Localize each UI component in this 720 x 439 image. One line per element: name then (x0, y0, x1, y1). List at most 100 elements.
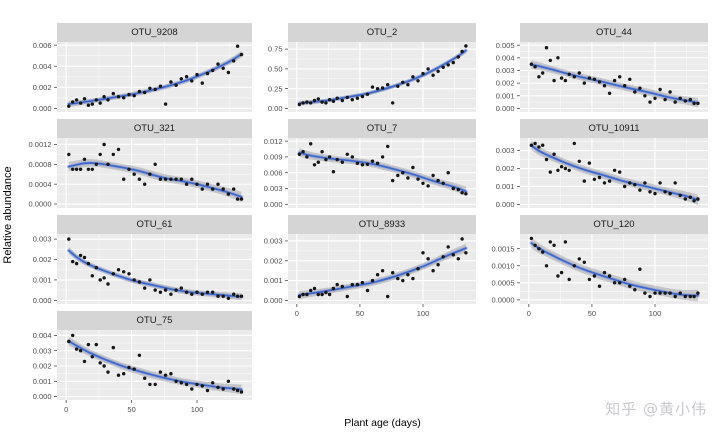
facet-strip: OTU_8933 (288, 215, 476, 234)
data-point (205, 290, 210, 294)
data-point (137, 177, 142, 181)
data-point (174, 177, 178, 181)
facet-OTU_75: OTU_75 0.000 0.001 0.002 0.003 0.004 0 50 100 (17, 311, 252, 416)
data-point (537, 145, 541, 149)
data-point (111, 91, 116, 96)
data-point (200, 187, 204, 191)
y-tick-label: 0.004 (33, 331, 52, 340)
data-point (563, 166, 568, 171)
y-tick-label: 0.0005 (492, 278, 515, 287)
facet-strip: OTU_9208 (57, 23, 252, 42)
data-point (460, 49, 464, 54)
data-point (345, 152, 349, 156)
data-point (82, 157, 87, 161)
data-point (648, 190, 652, 194)
y-tick-label: 0.001 (496, 91, 515, 100)
data-point (380, 155, 385, 159)
data-point (692, 199, 696, 203)
data-point (592, 274, 597, 278)
data-point (365, 288, 370, 293)
data-point (597, 80, 602, 84)
data-point (111, 152, 116, 157)
data-point (71, 259, 75, 264)
data-point (421, 251, 425, 255)
data-point (71, 100, 75, 104)
data-point (421, 181, 425, 185)
data-point (221, 387, 225, 391)
data-point (106, 370, 110, 374)
data-point (305, 155, 309, 159)
data-point (350, 98, 354, 102)
data-point (127, 167, 131, 171)
data-point (643, 291, 647, 295)
data-point (235, 294, 240, 298)
data-point (552, 243, 556, 247)
data-point (205, 182, 210, 186)
data-point (653, 291, 657, 295)
data-point (464, 251, 468, 255)
data-point (200, 81, 204, 85)
data-point (153, 87, 157, 92)
data-point (301, 101, 305, 105)
y-tick-label: 0.50 (268, 64, 283, 73)
data-point (633, 183, 637, 187)
facet-strip: OTU_321 (57, 119, 252, 138)
data-point (305, 100, 309, 104)
y-tick-label: 0.000 (496, 200, 515, 209)
data-point (216, 182, 220, 186)
data-point (148, 278, 152, 282)
data-point (673, 100, 677, 104)
data-point (98, 152, 102, 157)
y-tick-label: 0.0008 (29, 160, 52, 169)
x-tick-label: 100 (191, 405, 204, 414)
data-point (327, 155, 332, 159)
data-point (67, 237, 71, 241)
data-point (158, 177, 163, 181)
data-point (663, 97, 667, 102)
data-point (316, 292, 320, 297)
data-point (683, 99, 687, 103)
facet-panel: 0.000 0.002 0.004 0.006 (33, 42, 252, 113)
data-point (174, 83, 178, 87)
y-tick-label: 0.001 (33, 377, 52, 386)
data-point (464, 44, 468, 48)
data-point (71, 167, 75, 171)
data-point (587, 76, 592, 80)
facet-strip: OTU_2 (288, 23, 476, 42)
data-point (143, 182, 147, 186)
data-point (529, 236, 534, 241)
y-tick-label: 0.002 (33, 255, 52, 264)
data-point (633, 288, 637, 292)
data-point (411, 75, 415, 79)
data-point (441, 65, 445, 69)
data-point (335, 157, 339, 162)
data-point (158, 290, 163, 294)
data-point (331, 99, 336, 103)
data-point (127, 365, 131, 370)
data-point (195, 182, 199, 186)
data-point (78, 101, 83, 105)
data-point (436, 263, 440, 267)
data-point (320, 100, 324, 104)
y-tick-label: 0.000 (264, 296, 283, 305)
data-point (607, 91, 612, 95)
facet-panel: 0.000 0.001 0.002 0.003 (496, 138, 708, 209)
data-point (529, 62, 534, 66)
y-axis-title: Relative abundance (2, 166, 14, 264)
data-point (122, 372, 126, 376)
data-point (451, 60, 455, 65)
data-point (324, 290, 328, 295)
data-point (541, 71, 545, 75)
data-point (411, 165, 415, 170)
data-point (643, 94, 647, 98)
y-tick-label: 0.25 (268, 84, 283, 93)
data-point (153, 288, 157, 292)
data-point (90, 167, 95, 171)
facet-title: OTU_44 (596, 27, 632, 38)
data-point (360, 280, 365, 285)
data-point (312, 286, 317, 291)
y-tick-label: 0.0010 (492, 261, 515, 270)
x-tick-label: 0 (64, 405, 68, 414)
data-point (309, 288, 313, 293)
data-point (386, 144, 390, 149)
